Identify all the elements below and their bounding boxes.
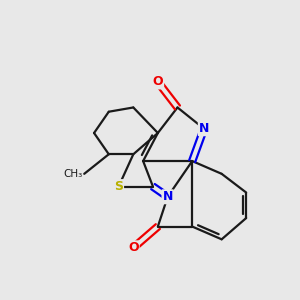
Text: O: O xyxy=(128,241,139,254)
Text: N: N xyxy=(199,122,209,135)
Text: S: S xyxy=(114,180,123,193)
Text: CH₃: CH₃ xyxy=(63,169,82,179)
Text: O: O xyxy=(152,76,163,88)
Text: N: N xyxy=(163,190,173,203)
